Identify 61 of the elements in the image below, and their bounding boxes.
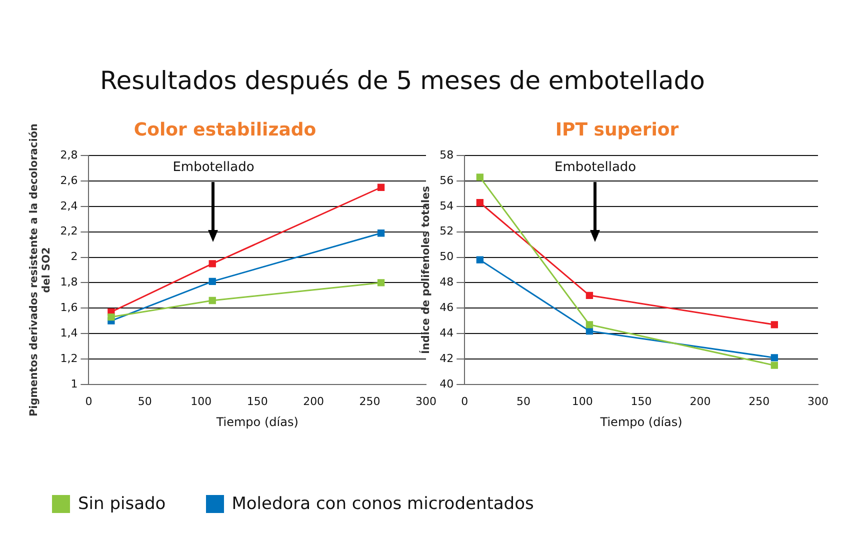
- legend-label: Sin pisado: [78, 494, 166, 514]
- y-tick-label: 52: [440, 224, 454, 238]
- point: [586, 327, 594, 335]
- point: [586, 321, 594, 328]
- y-tick-label: 56: [440, 174, 454, 187]
- point: [770, 321, 778, 328]
- y-axis-title: Índice de polifenoles totales: [419, 186, 432, 354]
- y-tick-label: 1: [70, 377, 78, 390]
- point: [586, 292, 594, 299]
- x-tick-label: 150: [246, 394, 268, 408]
- x-tick-label: 200: [690, 394, 711, 408]
- chart-title: IPT superior: [555, 119, 679, 140]
- x-tick-label: 100: [572, 394, 593, 408]
- chart-title: Color estabilizado: [134, 119, 316, 140]
- y-tick-label: 50: [440, 250, 454, 264]
- x-tick-label: 250: [748, 394, 770, 408]
- point: [476, 174, 484, 181]
- point: [377, 279, 385, 286]
- y-tick-label: 2,4: [60, 199, 78, 212]
- y-tick-label: 2,6: [60, 174, 78, 187]
- x-tick-label: 300: [416, 394, 436, 408]
- point: [108, 313, 115, 321]
- y-tick-label: 2,8: [60, 148, 78, 162]
- y-tick-label: 1,2: [60, 352, 78, 365]
- point: [208, 260, 216, 268]
- x-tick-label: 50: [516, 394, 530, 408]
- y-tick-label: 44: [440, 326, 454, 340]
- x-tick-label: 0: [85, 394, 92, 408]
- point: [377, 230, 385, 237]
- y-tick-label: 1,4: [60, 326, 78, 340]
- y-tick-label: 2: [70, 250, 78, 264]
- text: Resultados después de 5 meses de embotellado: [100, 66, 705, 95]
- y-tick-label: 58: [440, 148, 454, 162]
- point: [208, 296, 216, 304]
- y-axis-title: Pigmentos derivados resistente a la decoloración del SO2: [28, 123, 53, 417]
- x-tick-label: 50: [138, 394, 152, 408]
- y-tick-label: 1,8: [60, 276, 78, 289]
- x-tick-label: 200: [303, 394, 324, 408]
- y-tick-label: 48: [440, 276, 454, 289]
- annotation: Embotellado: [554, 160, 636, 175]
- x-tick-label: 300: [808, 394, 828, 408]
- annotation: Embotellado: [172, 160, 254, 175]
- y-tick-label: 40: [440, 377, 454, 390]
- point: [770, 362, 778, 369]
- x-tick-label: 0: [461, 394, 468, 408]
- point: [770, 354, 778, 362]
- y-tick-label: 2,2: [60, 224, 78, 238]
- y-tick-label: 1,6: [60, 300, 78, 314]
- x-axis-title: Tiempo (días): [215, 414, 298, 429]
- point: [208, 278, 216, 286]
- y-tick-label: 54: [440, 199, 454, 212]
- x-tick-label: 250: [359, 394, 380, 408]
- legend-label: Moledora con conos microdentados: [232, 494, 534, 514]
- y-tick-label: 42: [440, 352, 454, 365]
- x-axis-title: Tiempo (días): [599, 414, 682, 429]
- point: [476, 256, 484, 264]
- point: [476, 199, 484, 206]
- x-tick-label: 150: [630, 394, 652, 408]
- y-tick-label: 46: [440, 300, 454, 314]
- point: [377, 184, 385, 191]
- x-tick-label: 100: [190, 394, 212, 408]
